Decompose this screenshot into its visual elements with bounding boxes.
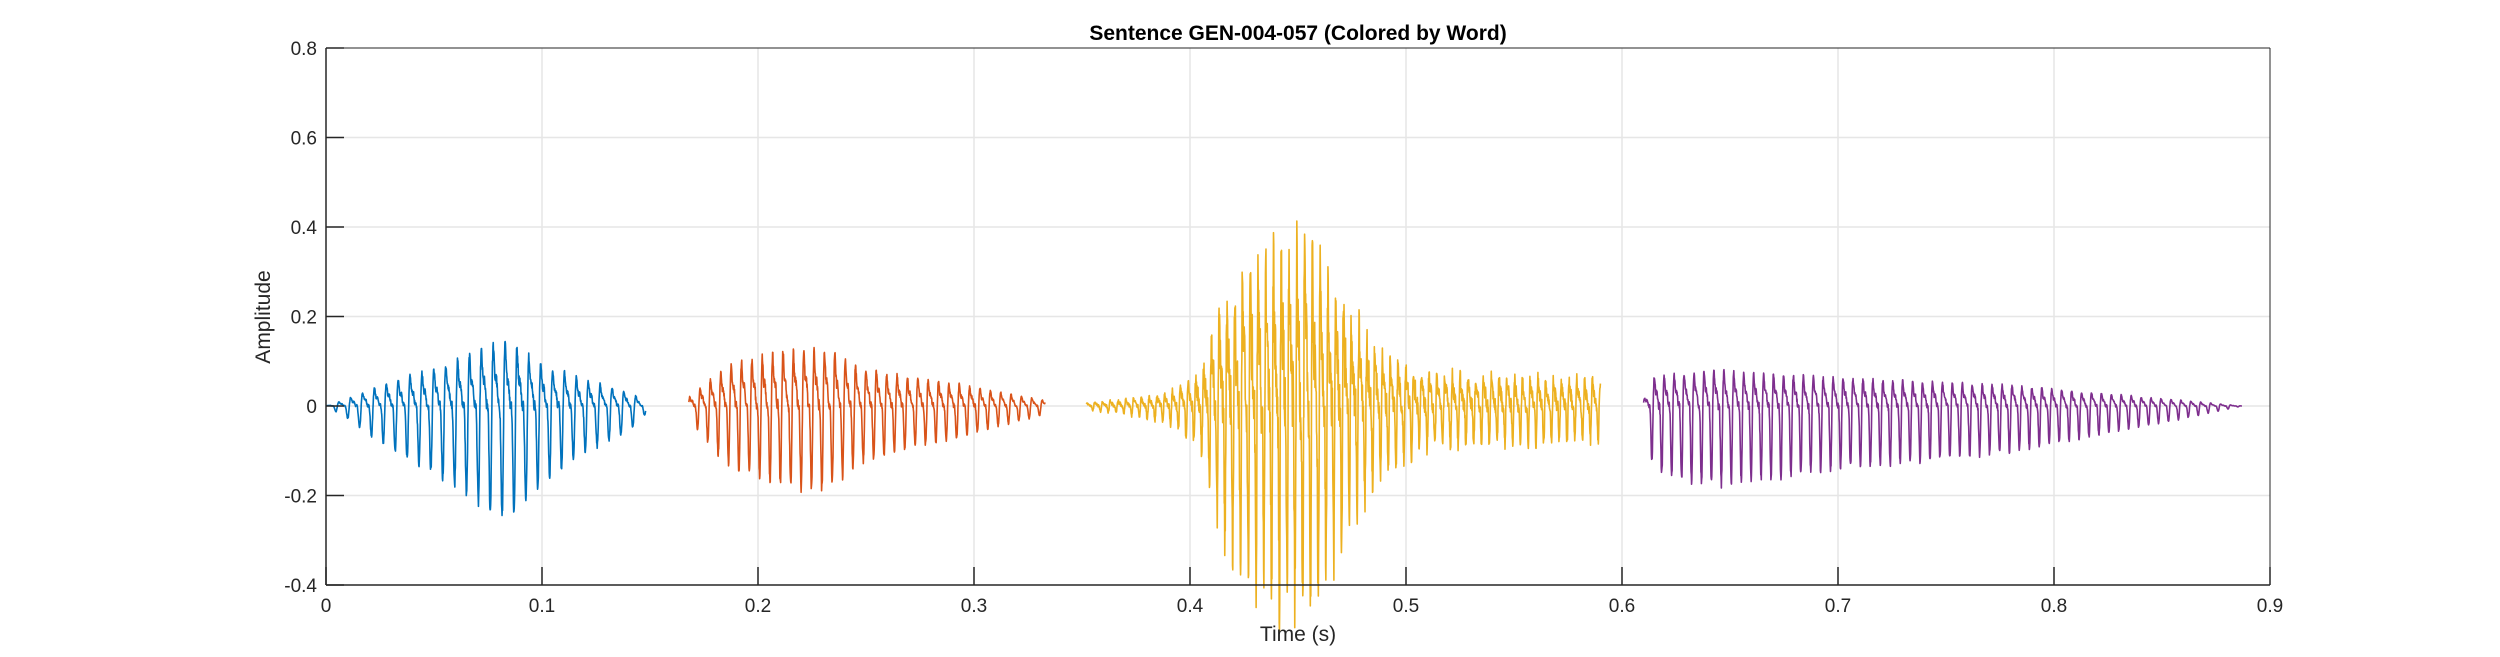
x-tick-label: 0.6 <box>1609 596 1635 617</box>
x-tick-label: 0.8 <box>2041 596 2067 617</box>
x-tick-label: 0.5 <box>1393 596 1419 617</box>
y-tick-label: -0.2 <box>284 487 317 508</box>
chart-title: Sentence GEN-004-057 (Colored by Word) <box>1089 22 1506 45</box>
y-tick-label: 0.4 <box>291 218 318 239</box>
x-tick-label: 0.3 <box>961 596 987 617</box>
waveform-series-1 <box>325 340 647 517</box>
waveform-series-3 <box>1085 220 1602 632</box>
x-tick-label: 0.4 <box>1177 596 1204 617</box>
ticks: 0 0.1 0.2 0.3 0.4 0.5 0.6 0.7 0.8 0.9 -0.4 -0.2 0 0.2… <box>284 39 2283 617</box>
waveform-series-4 <box>1642 368 2243 489</box>
x-tick-label: 0.7 <box>1825 596 1851 617</box>
x-tick-label: 0.9 <box>2257 596 2283 617</box>
x-tick-label: 0.2 <box>745 596 771 617</box>
y-tick-label: 0.8 <box>291 39 317 60</box>
waveform-series-2 <box>688 346 1046 494</box>
y-tick-label: 0.2 <box>291 308 317 329</box>
y-tick-label: 0.6 <box>291 129 317 150</box>
x-axis-label: Time (s) <box>1260 623 1336 646</box>
y-tick-label: -0.4 <box>284 576 317 597</box>
y-tick-label: 0 <box>306 397 317 418</box>
x-tick-label: 0.1 <box>529 596 555 617</box>
x-tick-label: 0 <box>321 596 332 617</box>
y-axis-label: Amplitude <box>252 270 275 363</box>
waveforms <box>325 220 2243 632</box>
